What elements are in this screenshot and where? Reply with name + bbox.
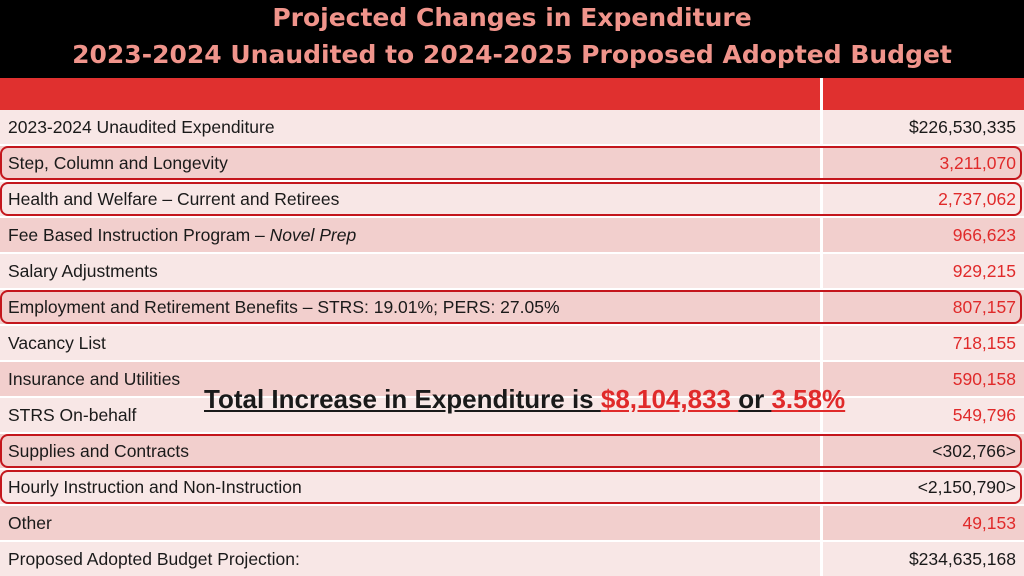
row-value: 807,157 (823, 290, 1024, 324)
slide-title-line-2: 2023-2024 Unaudited to 2024-2025 Propose… (72, 40, 952, 69)
table-row: Supplies and Contracts <302,766> (0, 434, 1024, 468)
banner-middle: or (738, 384, 772, 414)
banner-amount: $8,104,833 (600, 384, 739, 414)
row-value: <302,766> (823, 434, 1024, 468)
row-value: $226,530,335 (823, 110, 1024, 144)
row-label: Step, Column and Longevity (0, 146, 820, 180)
row-value: 49,153 (823, 506, 1024, 540)
row-value: 2,737,062 (823, 182, 1024, 216)
banner-prefix: Total Increase in Expenditure is (204, 384, 601, 414)
row-label-text: Fee Based Instruction Program – (8, 225, 270, 245)
banner-percent: 3.58% (771, 384, 846, 414)
row-value: 590,158 (823, 362, 1024, 396)
table-row: Other 49,153 (0, 506, 1024, 540)
table-row: 2023-2024 Unaudited Expenditure $226,530… (0, 110, 1024, 144)
row-label: Proposed Adopted Budget Projection: (0, 542, 820, 576)
row-value: 718,155 (823, 326, 1024, 360)
table-row: Insurance and Utilities 590,158 (0, 362, 1024, 396)
row-label: Health and Welfare – Current and Retiree… (0, 182, 820, 216)
table-row: Employment and Retirement Benefits – STR… (0, 290, 1024, 324)
row-value: 3,211,070 (823, 146, 1024, 180)
row-label: Hourly Instruction and Non-Instruction (0, 470, 820, 504)
slide-title-line-1: Projected Changes in Expenditure (272, 3, 752, 32)
total-increase-banner: Total Increase in Expenditure is $8,104,… (204, 382, 845, 416)
row-label: Salary Adjustments (0, 254, 820, 288)
row-label: 2023-2024 Unaudited Expenditure (0, 110, 820, 144)
row-label: Other (0, 506, 820, 540)
row-value: 929,215 (823, 254, 1024, 288)
row-value: 966,623 (823, 218, 1024, 252)
row-value: 549,796 (823, 398, 1024, 432)
row-label: Supplies and Contracts (0, 434, 820, 468)
row-value: <2,150,790> (823, 470, 1024, 504)
table-header-cell-label (0, 78, 820, 110)
table-row: STRS On-behalf 549,796 (0, 398, 1024, 432)
row-value: $234,635,168 (823, 542, 1024, 576)
table-header-row (0, 78, 1024, 110)
table-row: Health and Welfare – Current and Retiree… (0, 182, 1024, 216)
row-label: Fee Based Instruction Program – Novel Pr… (0, 218, 820, 252)
row-label-italic: Novel Prep (269, 225, 357, 245)
expenditure-table: 2023-2024 Unaudited Expenditure $226,530… (0, 78, 1024, 576)
row-label: Employment and Retirement Benefits – STR… (0, 290, 820, 324)
table-row: Proposed Adopted Budget Projection: $234… (0, 542, 1024, 576)
row-label: Vacancy List (0, 326, 820, 360)
table-row: Salary Adjustments 929,215 (0, 254, 1024, 288)
table-row: Vacancy List 718,155 (0, 326, 1024, 360)
slide-header: Projected Changes in Expenditure 2023-20… (0, 0, 1024, 78)
table-row: Fee Based Instruction Program – Novel Pr… (0, 218, 1024, 252)
table-header-cell-value (823, 78, 1024, 110)
row-label: STRS On-behalf (0, 398, 820, 432)
table-row: Step, Column and Longevity 3,211,070 (0, 146, 1024, 180)
table-row: Hourly Instruction and Non-Instruction <… (0, 470, 1024, 504)
row-label: Insurance and Utilities (0, 362, 820, 396)
